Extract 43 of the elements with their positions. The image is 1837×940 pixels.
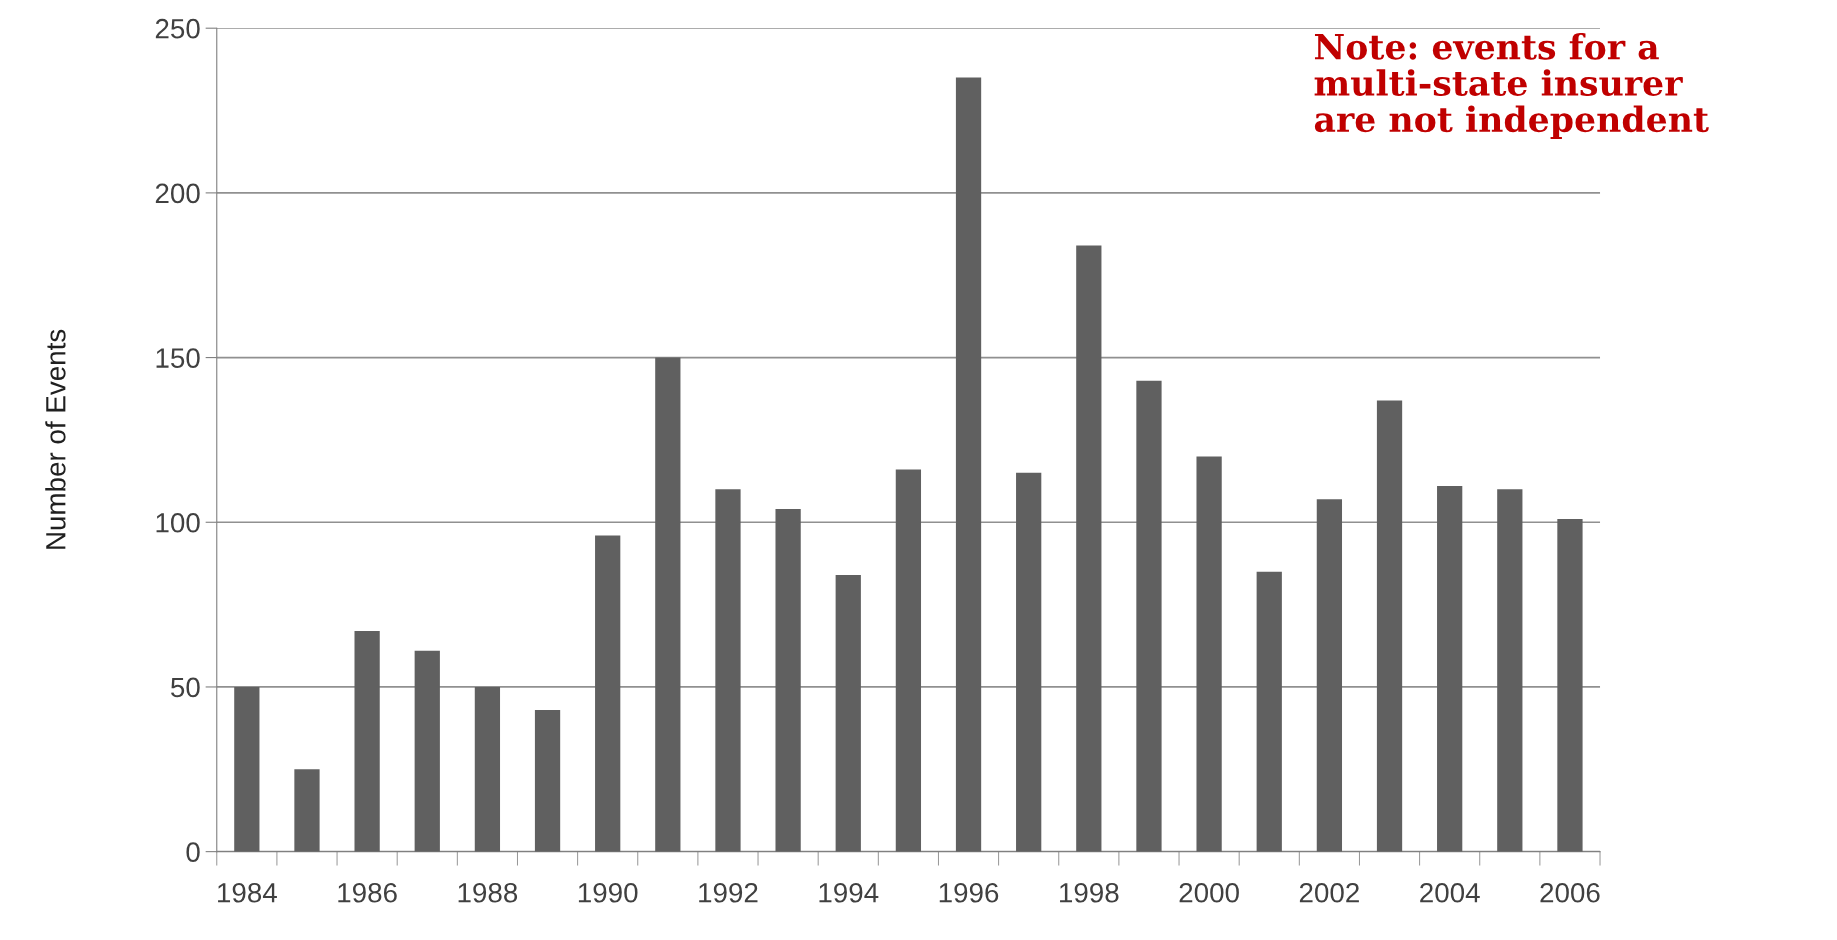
bar xyxy=(1557,518,1583,852)
bar xyxy=(1437,486,1463,852)
bar xyxy=(1016,472,1042,852)
x-tick-label: 1984 xyxy=(218,882,277,903)
bar xyxy=(1076,245,1102,852)
bar xyxy=(775,509,801,852)
x-tick-label: 1990 xyxy=(578,882,638,903)
bar xyxy=(715,489,741,852)
bar xyxy=(835,574,861,852)
y-tick-label: 0 xyxy=(186,842,200,862)
bar xyxy=(294,769,320,852)
y-tick-label: 250 xyxy=(155,18,200,39)
bar xyxy=(1256,571,1282,852)
x-tick-label: 2006 xyxy=(1540,882,1600,903)
bar xyxy=(655,357,681,852)
bar xyxy=(474,686,501,852)
x-tick-label: 2002 xyxy=(1299,882,1359,903)
x-tick-label: 2000 xyxy=(1179,882,1239,903)
y-tick-label: 150 xyxy=(156,348,200,368)
y-axis-title: Number of Events xyxy=(45,329,66,549)
x-tick-label: 2004 xyxy=(1420,882,1480,903)
y-tick-label: 50 xyxy=(171,677,200,698)
bar xyxy=(534,710,561,852)
bar xyxy=(895,469,922,852)
x-tick-label: 1986 xyxy=(338,882,397,903)
bar xyxy=(1196,456,1222,852)
bar xyxy=(234,686,260,852)
bar xyxy=(955,77,982,852)
bar xyxy=(414,650,440,852)
bar xyxy=(354,630,380,852)
bar xyxy=(1316,499,1343,852)
bar xyxy=(1376,400,1403,852)
x-tick-label: 1988 xyxy=(458,882,518,903)
x-tick-label: 1994 xyxy=(819,882,879,903)
bar xyxy=(595,535,621,852)
y-tick-label: 100 xyxy=(156,512,200,533)
bar xyxy=(1136,380,1162,852)
x-tick-label: 1998 xyxy=(1060,882,1119,903)
x-tick-label: 1996 xyxy=(939,882,999,903)
bar xyxy=(1497,489,1523,852)
x-tick-label: 1992 xyxy=(699,882,758,903)
y-tick-label: 200 xyxy=(155,183,200,204)
annotation: Note: events for a multi-state insurer are not independent xyxy=(1314,32,1709,139)
